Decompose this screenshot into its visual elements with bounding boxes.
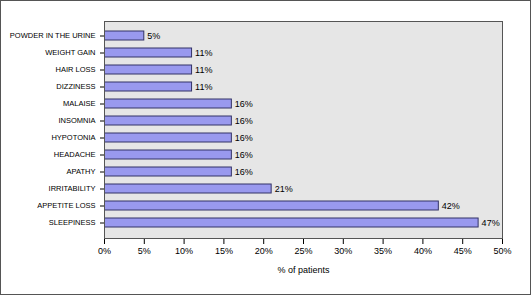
svg-text:SLEEPINESS: SLEEPINESS [49,218,96,227]
svg-text:HYPOTONIA: HYPOTONIA [51,133,95,142]
svg-text:11%: 11% [195,48,212,58]
svg-text:APPETITE LOSS: APPETITE LOSS [37,201,95,210]
svg-text:21%: 21% [275,184,293,194]
svg-text:0%: 0% [98,246,111,256]
svg-text:35%: 35% [374,246,392,256]
svg-text:25%: 25% [294,246,312,256]
svg-text:11%: 11% [195,82,212,92]
svg-text:HEADACHE: HEADACHE [54,150,96,159]
svg-text:HAIR LOSS: HAIR LOSS [55,65,95,74]
svg-text:47%: 47% [482,218,500,228]
svg-text:16%: 16% [235,150,253,160]
svg-text:40%: 40% [414,246,432,256]
svg-text:50%: 50% [493,246,511,256]
svg-text:% of patients: % of patients [277,265,330,275]
svg-text:10%: 10% [175,246,193,256]
svg-text:45%: 45% [454,246,472,256]
svg-text:30%: 30% [334,246,352,256]
svg-text:42%: 42% [442,201,460,211]
svg-text:WEIGHT GAIN: WEIGHT GAIN [45,48,95,57]
svg-text:INSOMNIA: INSOMNIA [58,116,95,125]
svg-text:16%: 16% [235,167,253,177]
svg-text:APATHY: APATHY [67,167,96,176]
svg-text:16%: 16% [235,99,253,109]
svg-text:POWDER IN THE URINE: POWDER IN THE URINE [10,31,96,40]
svg-text:15%: 15% [215,246,233,256]
svg-text:11%: 11% [195,65,212,75]
svg-text:IRRITABILITY: IRRITABILITY [49,184,96,193]
svg-text:5%: 5% [147,31,160,41]
svg-text:20%: 20% [255,246,273,256]
svg-text:16%: 16% [235,133,253,143]
svg-text:5%: 5% [138,246,151,256]
svg-text:MALAISE: MALAISE [63,99,96,108]
svg-text:DIZZINESS: DIZZINESS [56,82,95,91]
svg-text:16%: 16% [235,116,253,126]
